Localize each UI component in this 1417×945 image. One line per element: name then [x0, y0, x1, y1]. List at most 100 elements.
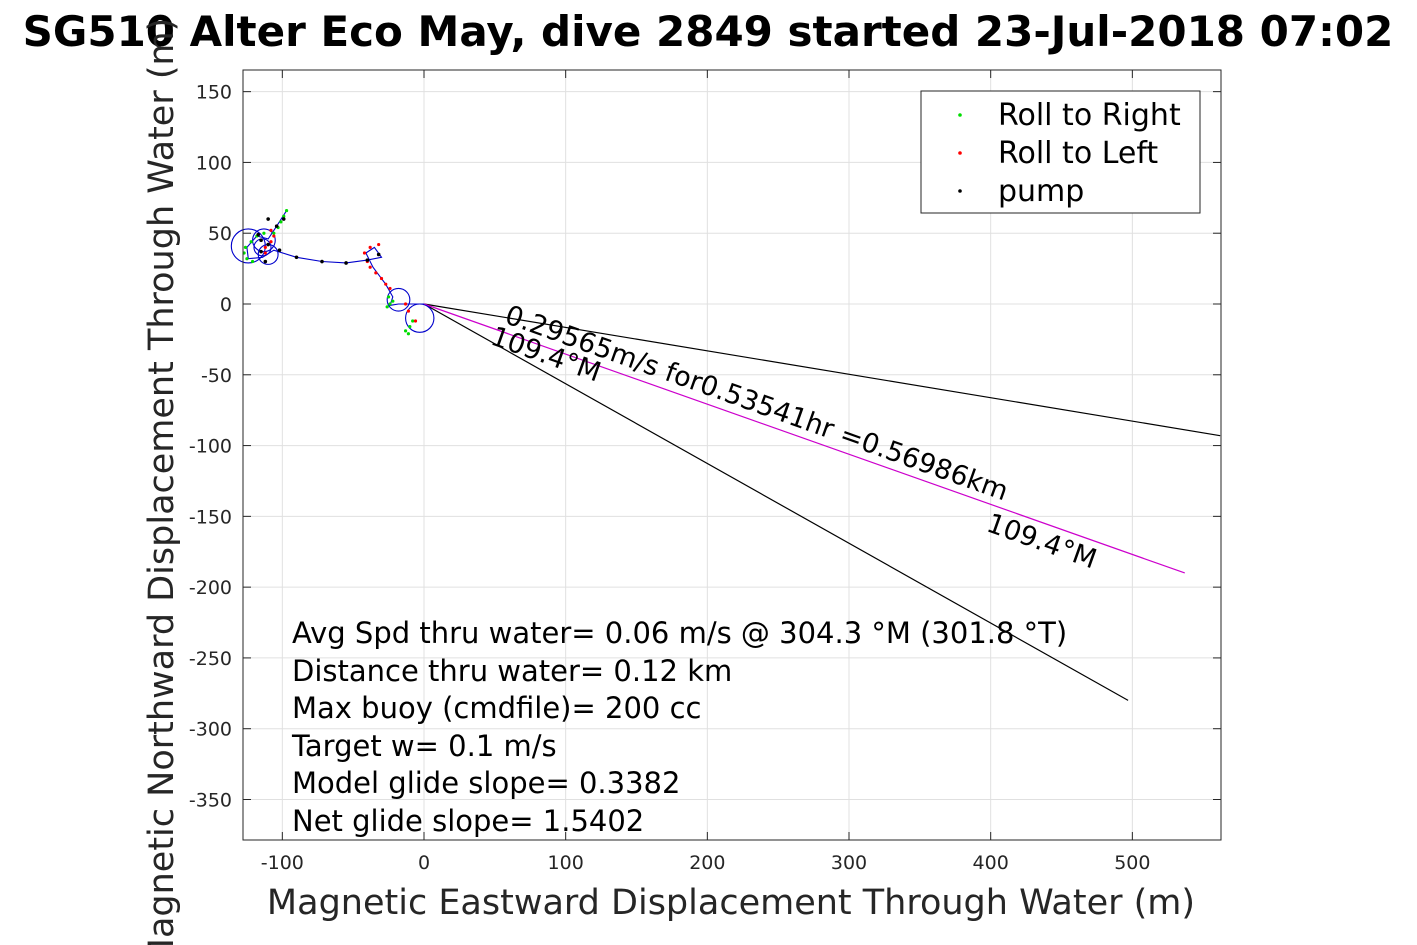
data-point — [391, 299, 395, 303]
data-point — [269, 240, 273, 244]
data-point — [250, 259, 255, 264]
data-point — [263, 251, 267, 255]
y-tick-label: -50 — [201, 365, 232, 387]
x-tick-label: 500 — [1114, 852, 1150, 874]
data-point — [320, 259, 324, 264]
x-tick-label: 200 — [689, 852, 725, 874]
track-loop — [252, 228, 276, 253]
y-tick-label: -350 — [189, 789, 232, 811]
y-tick-label: -100 — [189, 436, 232, 458]
data-point — [368, 265, 372, 269]
series-roll-to-right — [242, 208, 415, 336]
data-point — [262, 231, 266, 235]
data-point — [266, 217, 270, 221]
data-point — [249, 240, 253, 244]
info-distance: Distance thru water= 0.12 km — [292, 654, 732, 688]
legend-label-roll-right: Roll to Right — [998, 98, 1181, 133]
line-upper-bound — [423, 303, 1221, 437]
data-point — [274, 224, 279, 228]
legend-label-roll-left: Roll to Left — [998, 136, 1158, 171]
legend-marker-roll-left — [958, 151, 962, 155]
track-loop — [386, 287, 411, 312]
data-point — [284, 208, 289, 213]
line-heading — [423, 303, 1185, 574]
annotation-heading: 109.4°M — [983, 508, 1101, 575]
y-tick-label: 0 — [220, 294, 232, 316]
data-point — [408, 325, 412, 329]
y-tick-label: 150 — [196, 82, 232, 104]
data-point — [256, 232, 261, 237]
annotation-speed: 0.29565m/s for0.53541hr =0.56986km — [501, 300, 1012, 507]
x-tick-label: 100 — [548, 852, 584, 874]
data-point — [279, 220, 283, 224]
track-line — [246, 210, 424, 307]
legend-box — [920, 90, 1201, 214]
data-point — [294, 255, 299, 260]
plot-area — [230, 208, 1221, 701]
data-point — [376, 252, 381, 257]
track-loop — [257, 243, 279, 265]
data-point — [272, 234, 276, 238]
data-point — [379, 276, 384, 281]
y-tick-label: 100 — [196, 152, 232, 174]
data-point — [374, 271, 378, 275]
line-lower-bound — [423, 303, 1129, 701]
track-loop — [253, 238, 272, 257]
data-point — [413, 319, 418, 323]
info-avg-speed: Avg Spd thru water= 0.06 m/s @ 304.3 °M … — [292, 616, 1067, 650]
info-target-w: Target w= 0.1 m/s — [291, 729, 557, 763]
legend-label-pump: pump — [998, 174, 1084, 209]
data-point — [269, 228, 273, 232]
info-model-glide-slope: Model glide slope= 0.3382 — [292, 766, 680, 800]
x-axis-label: Magnetic Eastward Displacement Through W… — [267, 883, 1195, 923]
data-point — [365, 258, 370, 262]
data-point — [388, 286, 392, 291]
y-axis-label: Magnetic Northward Displacement Through … — [142, 18, 182, 945]
info-net-glide-slope: Net glide slope= 1.5402 — [292, 804, 644, 838]
data-point — [406, 309, 411, 313]
data-point — [406, 332, 411, 336]
x-tick-label: -100 — [261, 852, 304, 874]
y-tick-label: -300 — [189, 719, 232, 741]
data-point — [384, 282, 388, 286]
data-point — [266, 242, 270, 247]
legend-marker-roll-right — [958, 113, 962, 117]
y-tick-label: 50 — [208, 223, 232, 245]
data-point — [368, 245, 372, 249]
info-max-buoy: Max buoy (cmdfile)= 200 cc — [292, 691, 701, 725]
info-panel: Avg Spd thru water= 0.06 m/s @ 304.3 °M … — [291, 616, 1067, 838]
data-point — [385, 305, 389, 309]
x-tick-label: 400 — [973, 852, 1009, 874]
data-point — [277, 248, 282, 253]
data-point — [362, 251, 367, 255]
data-point — [344, 261, 348, 265]
data-point — [282, 214, 286, 218]
data-point — [245, 257, 249, 261]
data-point — [259, 249, 263, 254]
data-point — [411, 319, 415, 323]
data-point — [243, 245, 248, 249]
data-point — [377, 242, 381, 247]
series-roll-to-left — [263, 228, 418, 323]
data-point — [259, 238, 263, 243]
data-point — [272, 231, 276, 235]
data-point — [388, 302, 392, 306]
x-tick-label: 0 — [418, 852, 430, 874]
series-pump — [256, 217, 381, 265]
data-point — [263, 259, 268, 264]
y-tick-label: -200 — [189, 577, 232, 599]
ticks: -100 0 100 200 300 400 500150100500-50-100-150… — [189, 70, 1221, 874]
track-loop — [405, 303, 435, 333]
x-tick-label: 300 — [831, 852, 867, 874]
axes-box — [242, 69, 1222, 841]
data-point — [403, 302, 408, 306]
legend-marker-pump — [958, 189, 962, 193]
y-tick-label: -250 — [189, 648, 232, 670]
data-point — [386, 295, 391, 299]
legend: Roll to Right Roll to Left pump — [920, 90, 1201, 214]
y-tick-label: -150 — [189, 506, 232, 528]
data-point — [403, 329, 408, 333]
data-point — [281, 217, 286, 221]
chart-title: SG510 Alter Eco May, dive 2849 started 2… — [23, 7, 1394, 56]
